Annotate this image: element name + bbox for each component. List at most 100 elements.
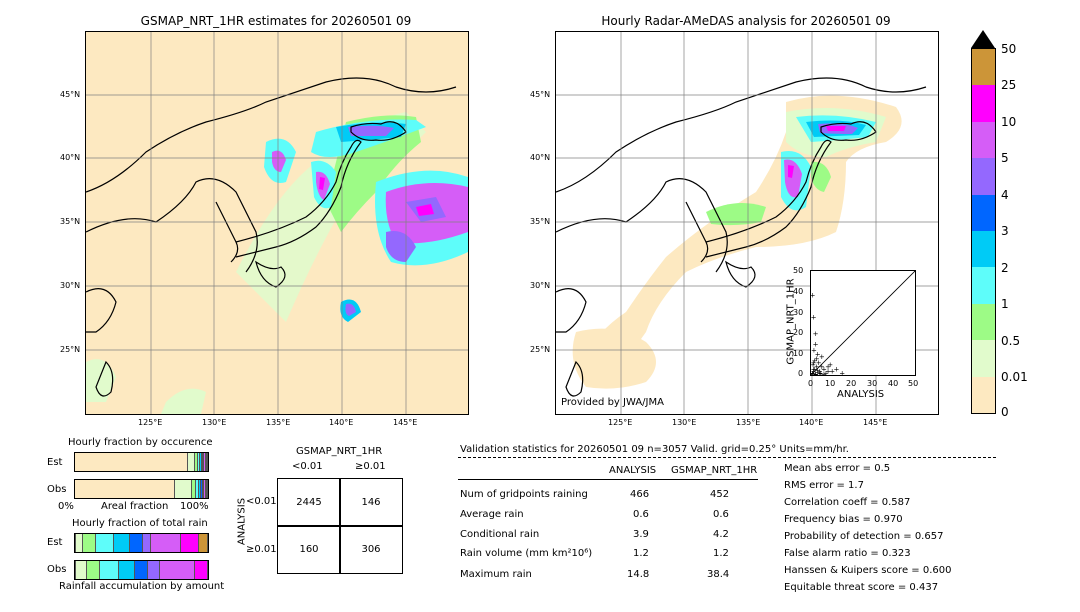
colorbar-label: 0.5 [1001,334,1021,348]
left-lat-label: 25°N [60,345,81,354]
scatter-y-tick: 0 [798,369,804,378]
right-lon-label: 125°E [608,418,633,427]
fraction-segment [134,561,149,579]
left-lon-label: 145°E [393,418,418,427]
contingency-value: 2445 [296,497,322,508]
scatter-point: + [816,359,822,367]
colorbar-label: 0.01 [1001,370,1028,384]
occurrence-row-label: Obs [47,484,67,495]
colorbar-label: 50 [1001,42,1017,56]
colorbar-segment [972,340,995,377]
validation-gsmap-value: 0.6 [713,509,729,520]
scatter-reference-line [810,270,916,376]
scatter-x-tick: 30 [867,379,878,388]
scatter-point: + [812,365,818,373]
score-line: Frequency bias = 0.970 [784,514,903,525]
scatter-point: + [813,370,819,375]
scatter-point: + [811,292,816,300]
right-lat-label: 30°N [530,281,551,290]
fraction-segment [195,480,199,498]
fraction-segment [150,534,182,552]
right-lon-label: 140°E [799,418,824,427]
colorbar-segment [972,194,995,231]
right-lon-label: 130°E [672,418,697,427]
validation-analysis-value: 14.8 [627,569,650,580]
contingency-value: 146 [361,497,381,508]
scatter-y-tick: 40 [793,287,804,296]
validation-divider [458,457,996,458]
scatter-point: + [814,363,820,371]
fraction-segment [191,480,196,498]
scatter-point: + [815,368,821,375]
fraction-segment [194,561,208,579]
validation-col-header: GSMAP_NRT_1HR [671,465,758,476]
scatter-point: + [811,361,816,369]
fraction-segment [207,480,208,498]
right-lat-label: 40°N [530,153,551,162]
scatter-point: + [839,369,845,375]
fraction-segment [187,453,195,471]
colorbar-label: 2 [1001,261,1009,275]
validation-row-label: Rain volume (mm km²10⁶) [460,548,593,559]
contingency-row-label: <0.01 [246,496,277,507]
scatter-x-label: ANALYSIS [837,389,885,400]
right-lon-label: 135°E [736,418,761,427]
validation-gsmap-value: 1.2 [713,548,729,559]
scatter-point: + [821,365,827,373]
fraction-segment [198,453,201,471]
fraction-segment [207,453,209,471]
fraction-segment [174,480,192,498]
colorbar-label: 5 [1001,151,1009,165]
contingency-value: 306 [361,544,381,555]
validation-row-label: Num of gridpoints raining [460,489,588,500]
colorbar-segment [972,376,995,413]
contingency-cell: 160 [277,525,341,574]
scatter-point: + [811,365,817,373]
fraction-segment [194,453,198,471]
contingency-value: 160 [299,544,319,555]
colorbar-label: 25 [1001,78,1017,92]
scatter-point: + [811,347,817,355]
left-gridlines [86,32,468,414]
left-lon-label: 140°E [329,418,354,427]
scatter-point: + [817,369,823,375]
fraction-segment [204,453,206,471]
colorbar-segment [972,303,995,341]
fraction-segment [76,561,87,579]
fraction-segment [142,534,151,552]
left-lat-label: 35°N [60,217,81,226]
fraction-segment [203,480,205,498]
scatter-y-label: GSMAP_NRT_1HR [785,278,797,365]
fraction-segment [203,453,205,471]
total-rain-row-label: Est [47,537,63,548]
colorbar-label: 3 [1001,224,1009,238]
scatter-point: + [814,355,820,363]
colorbar-label: 10 [1001,115,1017,129]
scatter-point: + [815,351,821,359]
validation-gsmap-value: 452 [710,489,730,500]
scatter-point: + [813,330,819,338]
scatter-point: + [823,369,829,375]
right-lat-label: 35°N [530,217,551,226]
occurrence-title: Hourly fraction by occurence [68,437,213,448]
score-line: Mean abs error = 0.5 [784,463,891,474]
scatter-y-tick: 20 [793,328,804,337]
right-lon-label: 145°E [863,418,888,427]
scatter-point: + [811,369,816,375]
left-map-title: GSMAP_NRT_1HR estimates for 20260501 09 [140,14,412,28]
scatter-point: + [813,340,819,348]
scatter-plot: +++++++++++++++++++++++++++++++++++ [810,270,916,379]
total-rain-xlabel: Rainfall accumulation by amount [59,581,225,592]
fraction-segment [75,534,77,552]
fraction-segment [181,534,199,552]
fraction-segment [129,534,143,552]
contingency-col-label: <0.01 [292,461,323,472]
validation-gsmap-value: 4.2 [713,529,729,540]
contingency-cell: 2445 [277,478,341,527]
scatter-y-tick: 10 [793,349,804,358]
score-line: RMS error = 1.7 [784,480,864,491]
fraction-segment [75,453,188,471]
score-line: False alarm ratio = 0.323 [784,548,911,559]
scatter-point: + [817,367,823,375]
scatter-point: + [819,363,825,371]
